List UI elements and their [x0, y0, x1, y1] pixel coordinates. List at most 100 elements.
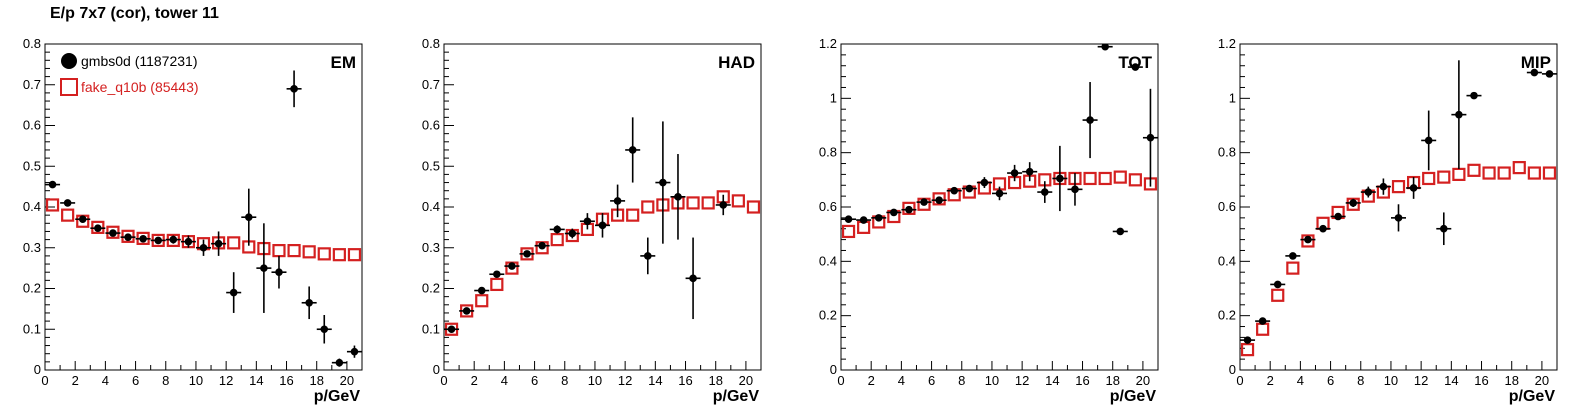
y-tick-label: 0.4 — [819, 253, 837, 268]
data-point — [227, 236, 241, 250]
data-point — [1128, 173, 1142, 187]
x-tick-label: 4 — [898, 373, 905, 388]
y-tick-label: 0.2 — [1218, 308, 1236, 323]
y-tick-label: 0.4 — [23, 199, 41, 214]
data-point — [844, 215, 853, 224]
data-point — [1527, 166, 1541, 180]
data-point — [493, 270, 501, 279]
data-point — [109, 229, 117, 237]
series-open-square — [444, 190, 761, 336]
data-point — [1056, 174, 1064, 183]
plot-panel-em: 0 2 4 6 8 10 12 14 16 18 20 0 0.1 0.2 0.3 0.4 0.5 0.6 0.7 0… — [23, 36, 363, 405]
data-point — [859, 216, 868, 224]
x-tick-label: 20 — [1136, 373, 1150, 388]
data-point — [995, 189, 1004, 198]
data-point — [508, 262, 516, 270]
y-tick-label: 0.2 — [422, 281, 440, 296]
plot-panel-had: 0 2 4 6 8 10 12 14 16 18 20 0 0.1 0.2 0.3 0.4 0.5 0.6 0.7 0… — [422, 36, 762, 405]
data-point — [1113, 170, 1127, 184]
data-point — [1116, 227, 1125, 236]
x-tick-label: 8 — [958, 373, 965, 388]
data-point — [1467, 163, 1481, 177]
data-point — [1422, 171, 1436, 186]
x-tick-label: 0 — [440, 373, 447, 388]
panel-label: MIP — [1521, 53, 1551, 72]
data-point — [935, 196, 943, 205]
series-filled-circle — [45, 70, 362, 367]
data-point — [48, 180, 57, 189]
data-point — [447, 325, 456, 334]
data-point — [1455, 110, 1463, 119]
data-point — [139, 234, 147, 243]
panel-label: TOT — [1118, 53, 1152, 72]
x-tick-label: 18 — [1105, 373, 1119, 388]
x-tick-label: 14 — [1045, 373, 1059, 388]
legend-label: fake_q10b (85443) — [81, 79, 199, 95]
series-filled-circle — [1240, 60, 1557, 344]
data-point — [553, 225, 562, 234]
data-point — [1256, 322, 1270, 336]
legend-marker-square — [60, 78, 78, 96]
y-tick-label: 0.6 — [819, 199, 837, 214]
data-point — [214, 239, 223, 248]
plot-panel-mip: 0 2 4 6 8 10 12 14 16 18 20 0 0.2 0.4 0.6 0.8 1 1.2 p/GeV M… — [1218, 36, 1558, 405]
x-tick-label: 16 — [678, 373, 692, 388]
data-point — [523, 250, 531, 258]
data-point — [1349, 199, 1358, 207]
data-point — [613, 197, 622, 205]
data-point — [490, 277, 504, 292]
series-filled-circle — [444, 117, 731, 334]
x-tick-label: 12 — [1414, 373, 1428, 388]
data-point — [1289, 252, 1297, 260]
x-tick-label: 12 — [618, 373, 632, 388]
data-point — [350, 347, 359, 356]
data-point — [568, 229, 577, 238]
data-point — [1530, 68, 1539, 77]
x-tick-label: 6 — [531, 373, 538, 388]
data-point — [719, 201, 728, 209]
y-tick-label: 0.7 — [23, 77, 41, 92]
x-tick-label: 2 — [72, 373, 79, 388]
x-tick-label: 12 — [219, 373, 233, 388]
data-point — [184, 237, 193, 246]
y-tick-label: 1 — [830, 90, 837, 105]
data-point — [1470, 91, 1478, 100]
x-tick-label: 20 — [340, 373, 354, 388]
data-point — [1258, 317, 1267, 325]
data-point — [874, 214, 883, 222]
data-point — [626, 208, 640, 222]
data-point — [890, 208, 898, 217]
data-point — [841, 224, 856, 239]
data-point — [1482, 166, 1496, 180]
data-point — [94, 224, 102, 232]
data-point — [731, 194, 745, 208]
data-point — [260, 264, 268, 272]
data-point — [746, 200, 761, 214]
data-point — [1391, 180, 1406, 194]
x-tick-label: 16 — [279, 373, 293, 388]
data-point — [477, 286, 486, 295]
data-point — [641, 200, 655, 214]
y-tick-label: 0.1 — [422, 321, 440, 336]
data-point — [244, 213, 253, 221]
y-tick-label: 0.5 — [422, 158, 440, 173]
panel-label: HAD — [718, 53, 755, 72]
data-point — [61, 208, 75, 222]
plot-area — [841, 44, 1158, 239]
data-point — [124, 233, 132, 241]
data-point — [920, 198, 928, 206]
data-point — [199, 243, 208, 252]
y-tick-label: 0.7 — [422, 77, 440, 92]
legend: gmbs0d (1187231) fake_q10b (85443) — [60, 53, 199, 96]
y-tick-label: 0 — [34, 362, 41, 377]
data-point — [305, 298, 313, 307]
data-point — [166, 233, 180, 248]
x-tick-label: 18 — [1504, 373, 1518, 388]
data-point — [1273, 280, 1282, 289]
x-tick-label: 16 — [1474, 373, 1488, 388]
series-open-square — [841, 170, 1158, 239]
data-point — [583, 217, 592, 226]
y-tick-label: 0.8 — [819, 145, 837, 160]
data-point — [1243, 336, 1252, 344]
data-point — [1286, 261, 1300, 275]
